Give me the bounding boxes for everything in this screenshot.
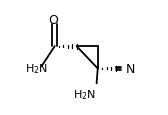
- Text: O: O: [49, 14, 59, 26]
- Text: N: N: [126, 62, 135, 75]
- Text: H$_2$N: H$_2$N: [73, 88, 95, 101]
- Text: H$_2$N: H$_2$N: [25, 61, 48, 75]
